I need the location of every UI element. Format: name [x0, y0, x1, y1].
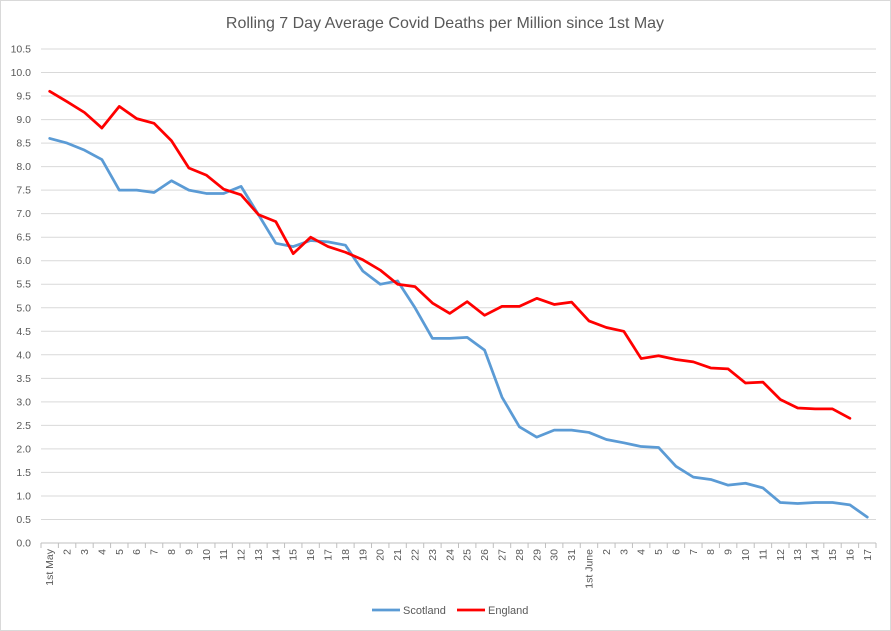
x-tick-label: 3	[618, 549, 630, 555]
y-tick-label: 9.0	[16, 114, 31, 126]
y-tick-label: 6.0	[16, 255, 31, 267]
legend-label-scotland: Scotland	[403, 605, 446, 617]
y-tick-label: 5.5	[16, 279, 31, 291]
x-tick-label: 14	[810, 549, 822, 561]
x-tick-label: 16	[305, 549, 317, 561]
x-tick-label: 13	[792, 549, 804, 561]
x-tick-label: 2	[62, 549, 74, 555]
y-tick-label: 4.0	[16, 349, 31, 361]
legend-label-england: England	[488, 605, 528, 617]
y-tick-label: 10.5	[11, 44, 32, 56]
x-tick-label: 13	[253, 549, 265, 561]
x-tick-label: 10	[201, 549, 213, 561]
x-tick-label: 17	[323, 549, 335, 561]
y-tick-label: 5.0	[16, 302, 31, 314]
y-tick-label: 1.5	[16, 467, 31, 479]
x-tick-label: 24	[444, 549, 456, 561]
y-tick-label: 2.0	[16, 443, 31, 455]
x-tick-label: 3	[79, 549, 91, 555]
x-tick-label: 5	[114, 549, 126, 555]
x-tick-label: 16	[844, 549, 856, 561]
x-tick-label: 25	[462, 549, 474, 561]
x-tick-label: 26	[479, 549, 491, 561]
x-tick-label: 28	[514, 549, 526, 561]
x-tick-label: 1st May	[44, 548, 56, 586]
y-tick-label: 2.5	[16, 420, 31, 432]
x-tick-label: 5	[653, 549, 665, 555]
x-axis-tick-labels: 1st May 2 3 4 5 6 7 8 9 10 11 12 13 14 15 16 17 18 19 20 21 2…	[44, 548, 874, 588]
y-tick-label: 6.5	[16, 232, 31, 244]
y-tick-label: 3.5	[16, 373, 31, 385]
series-line-scotland	[48, 137, 869, 519]
x-tick-label: 8	[166, 549, 178, 555]
x-tick-label: 7	[688, 549, 700, 555]
y-tick-label: 8.5	[16, 138, 31, 150]
x-tick-label: 15	[827, 549, 839, 561]
y-axis-tick-labels: 0.0 0.5 1.0 1.5 2.0 2.5 3.0 3.5 4.0 4.5 5.0 5.5 6.0 6…	[11, 44, 32, 550]
x-tick-label: 1st June	[583, 549, 595, 589]
x-tick-label: 10	[740, 549, 752, 561]
x-tick-label: 11	[757, 549, 769, 560]
series-lines	[48, 89, 869, 519]
x-tick-label: 2	[601, 549, 613, 555]
y-tick-label: 7.0	[16, 208, 31, 220]
x-tick-label: 9	[183, 549, 195, 555]
y-tick-label: 9.5	[16, 91, 31, 103]
x-tick-label: 20	[375, 549, 387, 561]
y-tick-label: 7.5	[16, 185, 31, 197]
gridlines	[41, 48, 876, 520]
x-tick-label: 22	[410, 549, 422, 561]
y-tick-label: 8.0	[16, 161, 31, 173]
x-tick-label: 6	[131, 549, 143, 555]
chart-title: Rolling 7 Day Average Covid Deaths per M…	[226, 15, 664, 32]
x-tick-label: 8	[705, 549, 717, 555]
x-tick-label: 31	[566, 549, 578, 561]
x-tick-label: 19	[357, 549, 369, 561]
x-tick-label: 7	[149, 549, 161, 555]
y-tick-label: 10.0	[11, 67, 32, 79]
x-tick-label: 12	[775, 549, 787, 561]
x-tick-label: 4	[636, 549, 648, 555]
y-tick-label: 3.0	[16, 396, 31, 408]
x-tick-label: 4	[96, 549, 108, 555]
y-tick-label: 4.5	[16, 326, 31, 338]
x-tick-label: 21	[392, 549, 404, 561]
x-tick-label: 6	[670, 549, 682, 555]
legend: Scotland England	[372, 605, 528, 617]
x-tick-label: 14	[270, 549, 282, 561]
x-tick-label: 9	[723, 549, 735, 555]
x-tick-label: 18	[340, 549, 352, 561]
y-tick-label: 0.0	[16, 538, 31, 550]
x-tick-label: 12	[236, 549, 248, 561]
x-tick-label: 17	[862, 549, 874, 561]
x-tick-label: 23	[427, 549, 439, 561]
y-tick-label: 0.5	[16, 514, 31, 526]
x-tick-label: 15	[288, 549, 300, 561]
x-axis	[40, 542, 877, 548]
series-line-england	[48, 89, 852, 420]
x-tick-label: 27	[496, 549, 508, 561]
y-tick-label: 1.0	[16, 490, 31, 502]
x-tick-label: 30	[549, 549, 561, 561]
x-tick-label: 29	[531, 549, 543, 561]
x-tick-label: 11	[218, 549, 230, 560]
